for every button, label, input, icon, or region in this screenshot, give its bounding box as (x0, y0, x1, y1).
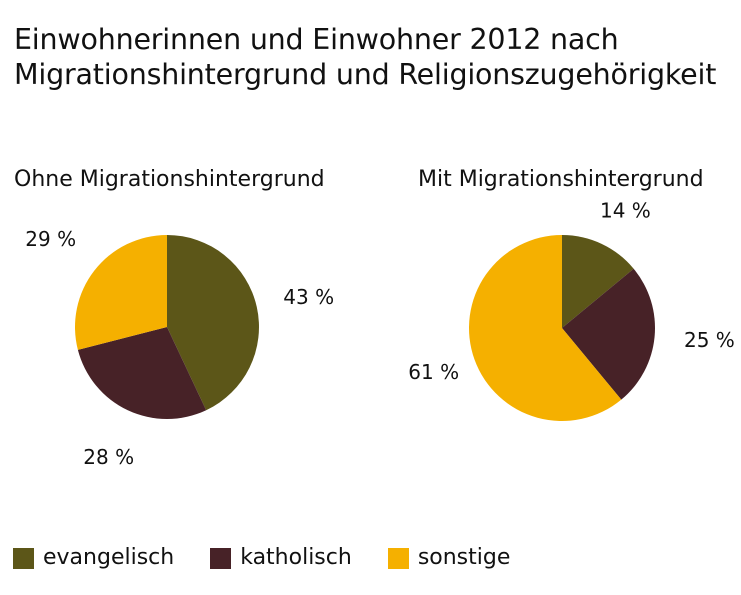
legend-swatch-sonstige (387, 547, 409, 569)
chart-title-line-1: Einwohnerinnen und Einwohner 2012 nach (14, 23, 619, 56)
pie-label-ohne-sonstige: 29 % (25, 227, 76, 251)
legend-item-evangelisch: evangelisch (13, 545, 174, 571)
pie-title-ohne: Ohne Migrationshintergrund (14, 167, 325, 192)
pie-slice-mit-sonstige (469, 235, 622, 421)
pie-slice-ohne-evangelisch (167, 235, 259, 411)
pie-label-mit-katholisch: 25 % (684, 328, 735, 352)
pie-slice-mit-katholisch (562, 268, 656, 400)
pie-title-mit: Mit Migrationshintergrund (418, 167, 704, 192)
legend-label-sonstige: sonstige (417, 545, 511, 570)
pie-label-ohne-katholisch: 28 % (83, 445, 134, 469)
pie-slice-ohne-sonstige (74, 235, 167, 350)
legend-item-katholisch: katholisch (210, 545, 352, 571)
pie-slice-ohne-katholisch (77, 327, 207, 419)
chart-title: Einwohnerinnen und Einwohner 2012 nach M… (14, 22, 716, 92)
legend-label-evangelisch: evangelisch (43, 545, 175, 570)
legend-swatch-evangelisch (13, 547, 34, 569)
pie-label-mit-evangelisch: 14 % (600, 198, 651, 222)
chart-title-line-2: Migrationshintergrund und Religionszugeh… (14, 58, 717, 91)
pie-label-mit-sonstige: 61 % (408, 360, 459, 384)
legend: evangelisch katholisch sonstige (13, 545, 546, 571)
legend-item-sonstige: sonstige (387, 545, 511, 571)
pie-label-ohne-evangelisch: 43 % (283, 285, 334, 309)
legend-label-katholisch: katholisch (240, 545, 352, 570)
pie-slice-mit-evangelisch (562, 235, 634, 328)
legend-swatch-katholisch (210, 547, 232, 569)
